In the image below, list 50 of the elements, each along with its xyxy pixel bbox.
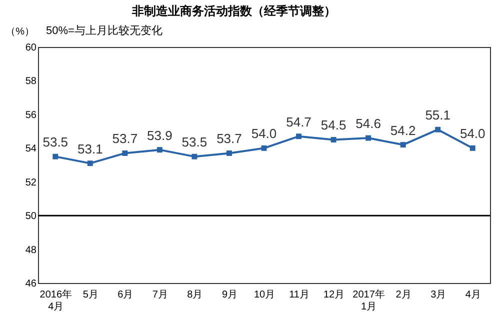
y-tick-label: 58 <box>25 76 37 88</box>
x-tick-label: 4月 <box>465 290 481 300</box>
x-tick-label: 11月 <box>289 290 310 300</box>
x-tick-label: 3月 <box>430 290 446 300</box>
data-label: 53.9 <box>147 128 172 143</box>
y-tick-label: 46 <box>25 278 37 290</box>
x-tick-label: 2016年 4月 <box>40 288 72 312</box>
data-label: 54.7 <box>286 114 312 130</box>
x-tick-label: 5月 <box>82 290 98 300</box>
x-tick-label: 2017年 1月 <box>352 288 385 312</box>
point <box>435 126 441 132</box>
point <box>470 145 476 151</box>
point <box>330 136 336 142</box>
y-axis-title: （%） <box>6 26 34 38</box>
x-tick-label: 8月 <box>187 290 203 300</box>
point <box>226 150 232 156</box>
data-label: 54.0 <box>460 126 486 142</box>
data-label: 53.1 <box>78 141 103 156</box>
chart-title: 非制造业商务活动指数（经季节调整） <box>131 4 336 18</box>
y-tick-label: 54 <box>25 144 37 155</box>
point <box>52 154 58 160</box>
data-label: 54.0 <box>251 126 277 142</box>
data-label: 53.7 <box>112 131 138 146</box>
point <box>400 142 406 148</box>
point <box>261 145 267 151</box>
y-tick-label: 60 <box>25 42 37 54</box>
data-label: 53.5 <box>42 134 68 150</box>
point <box>296 134 302 140</box>
point <box>87 160 93 166</box>
x-tick-label: 6月 <box>118 290 134 300</box>
point <box>122 150 128 156</box>
x-tick-label: 10月 <box>254 290 276 300</box>
x-tick-label: 7月 <box>152 290 168 300</box>
data-label: 53.7 <box>216 131 242 146</box>
data-label: 54.5 <box>320 118 346 133</box>
data-label: 54.2 <box>390 122 416 138</box>
x-tick-label: 2月 <box>396 290 412 300</box>
x-tick-label: 9月 <box>222 290 238 300</box>
data-label: 55.1 <box>425 108 450 123</box>
point <box>156 147 162 153</box>
data-label: 54.6 <box>356 116 381 132</box>
data-label: 53.5 <box>182 134 208 150</box>
y-tick-label: 48 <box>25 244 37 256</box>
x-tick-label: 12月 <box>323 290 345 300</box>
text: 50%=与上月比较无变化 <box>46 24 162 37</box>
y-tick-label: 56 <box>25 110 37 121</box>
y-tick-label: 50 <box>25 211 37 222</box>
y-tick-label: 52 <box>25 177 37 188</box>
point <box>192 154 198 160</box>
point <box>366 135 372 141</box>
